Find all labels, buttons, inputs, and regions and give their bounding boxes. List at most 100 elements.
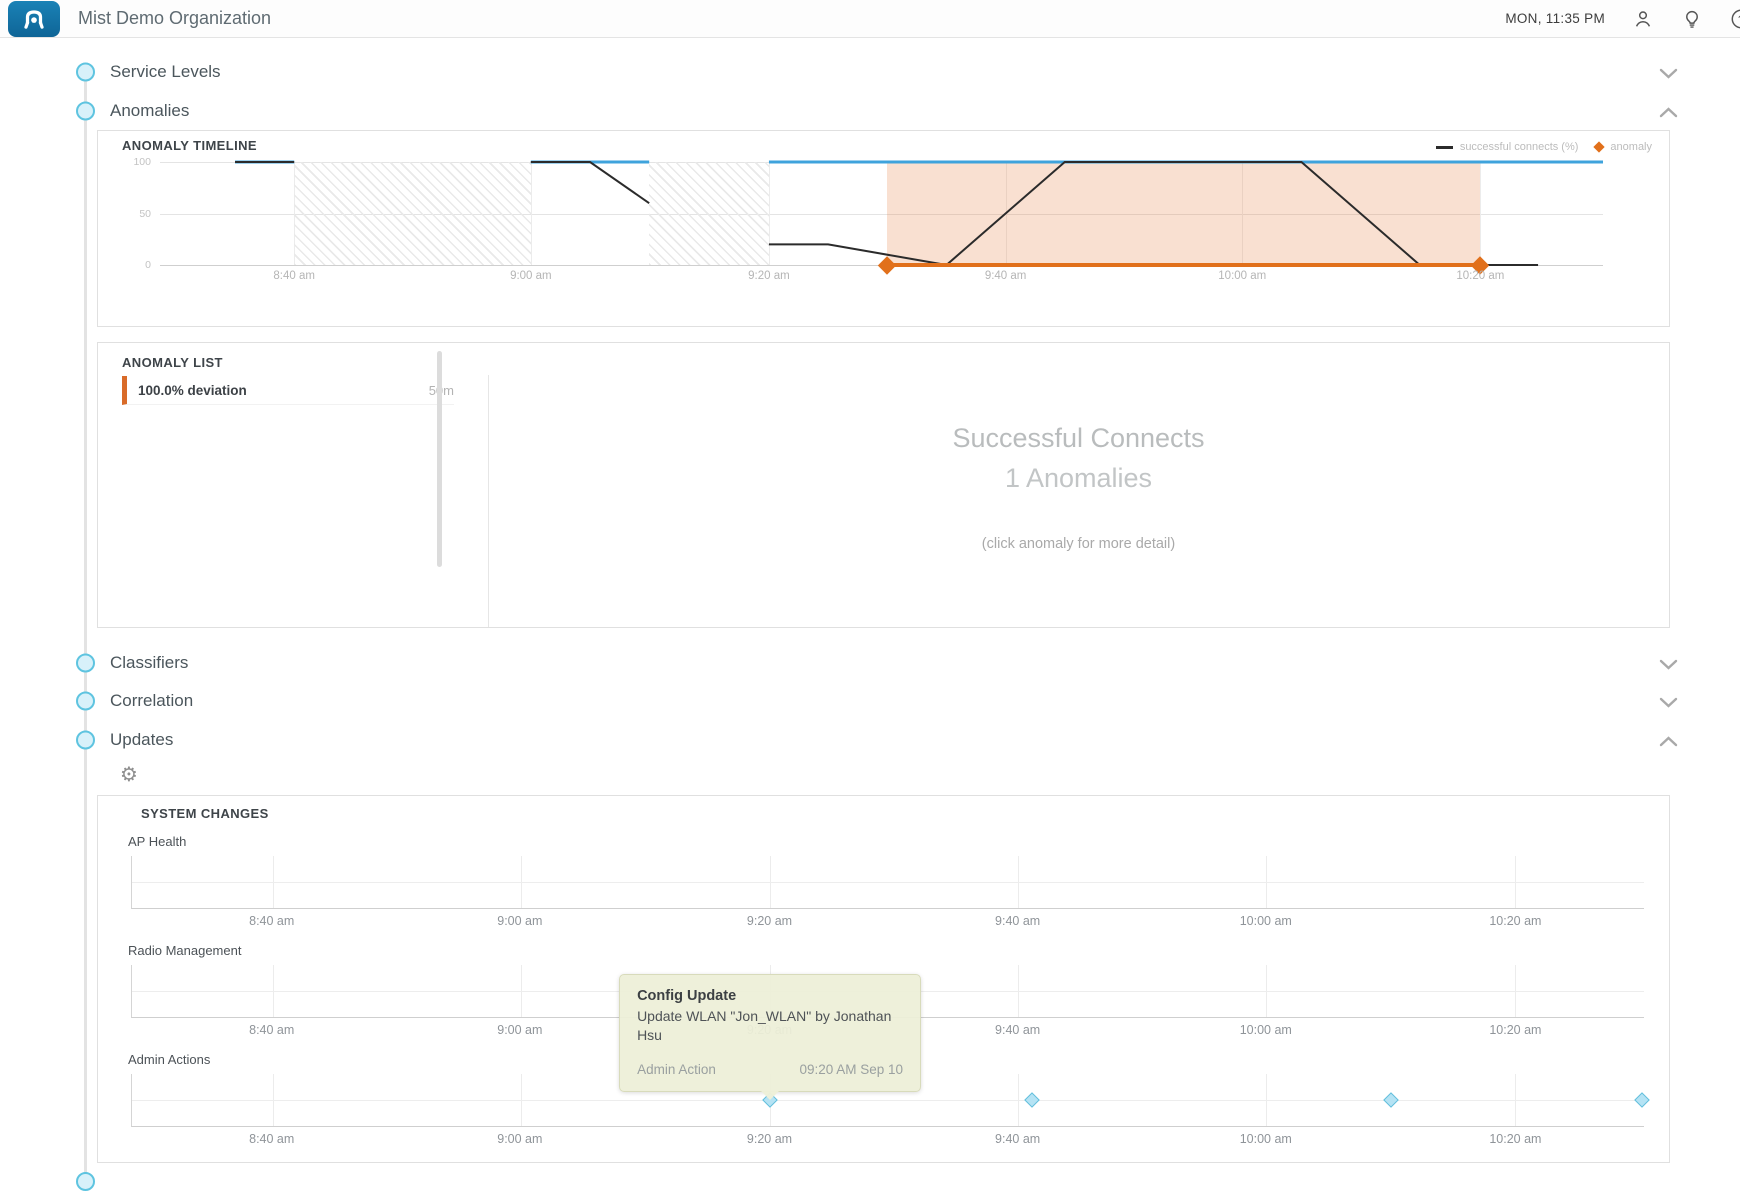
list-scrollbar[interactable] [437, 351, 442, 567]
gear-icon[interactable]: ⚙ [120, 764, 138, 786]
header-right: MON, 11:35 PM ? [1505, 8, 1740, 30]
x-tick-label: 8:40 am [249, 1132, 295, 1146]
anomaly-plot: 100 50 0 [133, 156, 1603, 275]
anomaly-diamond-icon [1593, 141, 1606, 153]
x-tick-label: 9:00 am [510, 270, 552, 282]
row-label: AP Health [128, 834, 187, 849]
legend-anomaly-label: anomaly [1610, 141, 1652, 153]
anomaly-detail-panel: Successful Connects 1 Anomalies (click a… [489, 343, 1668, 627]
chevron-up-icon[interactable] [1659, 734, 1679, 747]
tooltip-category: Admin Action [637, 1062, 716, 1077]
anomaly-list-card: ANOMALY LIST 100.0% deviation 50m Succes… [97, 342, 1670, 628]
section-label-service-levels: Service Levels [110, 62, 221, 81]
event-timeline-chart [131, 856, 1644, 909]
section-label-correlation: Correlation [110, 691, 194, 710]
app-header: Mist Demo Organization MON, 11:35 PM ? [0, 0, 1740, 38]
vertical-gridline [1018, 965, 1020, 1017]
section-label-updates: Updates [110, 730, 174, 749]
vertical-gridline [272, 1074, 274, 1126]
anomaly-timeline-card: ANOMALY TIMELINE successful connects (%)… [97, 130, 1670, 327]
x-tick-label: 9:20 am [746, 1132, 793, 1146]
chevron-down-icon[interactable] [1659, 657, 1679, 670]
x-tick-label: 8:40 am [249, 914, 295, 928]
section-marker-next[interactable] [76, 1172, 95, 1191]
x-tick-label: 10:20 am [1489, 1132, 1542, 1146]
section-marker-service-levels[interactable] [76, 62, 95, 82]
x-tick-label: 9:40 am [995, 914, 1041, 928]
vertical-gridline [768, 162, 770, 265]
vertical-gridline [520, 1074, 522, 1126]
chevron-up-icon[interactable] [1659, 105, 1679, 118]
x-tick-label: 10:00 am [1239, 1132, 1292, 1146]
idea-bulb-icon[interactable] [1681, 8, 1703, 30]
x-tick-label: 10:20 am [1489, 914, 1542, 928]
system-changes-card: SYSTEM CHANGES AP Health 8:40 am 9:00 am 9… [97, 795, 1670, 1163]
tooltip-body: Update WLAN "Jon_WLAN" by Jonathan Hsu [637, 1008, 892, 1043]
section-marker-correlation[interactable] [76, 691, 95, 711]
x-tick-label: 10:00 am [1218, 270, 1267, 282]
vertical-gridline [1515, 965, 1517, 1017]
x-tick-label: 9:40 am [995, 1132, 1041, 1146]
section-marker-classifiers[interactable] [76, 653, 95, 673]
x-tick-label: 10:00 am [1239, 1023, 1292, 1037]
chart-legend: successful connects (%) anomaly [1435, 141, 1652, 153]
y-tick-label: 0 [145, 259, 151, 271]
vertical-gridline [770, 856, 772, 908]
gridline-50 [160, 213, 1603, 215]
panel-divider [488, 375, 489, 627]
section-row-classifiers: Classifiers [0, 649, 1740, 677]
event-timeline-chart: Config Update Update WLAN "Jon_WLAN" by … [131, 974, 1651, 1127]
tooltip-timestamp: 09:20 AM Sep 10 [799, 1062, 904, 1077]
vertical-gridline [1480, 162, 1482, 265]
no-data-region [294, 162, 531, 265]
section-row-service-levels: Service Levels [0, 58, 1740, 86]
section-marker-anomalies[interactable] [76, 101, 95, 121]
detail-metric: Successful Connects [952, 423, 1205, 453]
section-row-correlation: Correlation [0, 687, 1740, 715]
y-tick-label: 100 [133, 156, 151, 168]
x-tick-label: 8:40 am [249, 1023, 295, 1037]
account-icon[interactable] [1632, 8, 1654, 30]
x-tick-label: 9:40 am [995, 1023, 1041, 1037]
x-tick-label: 9:00 am [497, 914, 543, 928]
event-timeline-x-axis: 8:40 am 9:00 am 9:20 am 9:40 am 10:00 am 10:2… [131, 1127, 1644, 1148]
event-timeline-x-axis: 8:40 am 9:00 am 9:20 am 9:40 am 10:00 am 10:2… [131, 909, 1644, 930]
no-data-region [649, 162, 769, 265]
x-tick-label: 9:00 am [497, 1132, 543, 1146]
vertical-gridline [1018, 856, 1020, 908]
vertical-gridline [1266, 1074, 1267, 1126]
tooltip-footer: Admin Action 09:20 AM Sep 10 [637, 1062, 903, 1077]
anomaly-x-axis: 8:40 am 9:00 am 9:20 am 9:40 am 10:00 am 10:2… [160, 268, 1603, 285]
x-tick-label: 10:20 am [1456, 270, 1505, 282]
vertical-gridline [530, 162, 532, 265]
vertical-gridline [1515, 1074, 1517, 1126]
vertical-gridline [1242, 162, 1244, 265]
x-tick-label: 9:20 am [746, 914, 793, 928]
vertical-gridline [1018, 1074, 1020, 1126]
system-row-ap-health: AP Health 8:40 am 9:00 am 9:20 am 9:40 am 10… [120, 834, 1644, 930]
chevron-down-icon[interactable] [1659, 66, 1679, 79]
section-marker-updates[interactable] [76, 730, 95, 750]
anomaly-list-item[interactable]: 100.0% deviation 50m [122, 376, 454, 405]
section-label-anomalies: Anomalies [110, 101, 190, 120]
section-row-anomalies: Anomalies [0, 97, 1740, 125]
vertical-gridline [1266, 856, 1267, 908]
system-event-marker[interactable] [1023, 1092, 1040, 1108]
svg-text:?: ? [1738, 13, 1740, 25]
section-row-updates: Updates [0, 726, 1740, 754]
x-tick-label: 8:40 am [273, 270, 315, 282]
x-tick-label: 9:20 am [748, 270, 790, 282]
chevron-down-icon[interactable] [1659, 695, 1679, 708]
mist-ap-logo-icon [24, 10, 44, 29]
legend-line-label: successful connects (%) [1459, 141, 1579, 153]
system-event-marker[interactable] [1634, 1092, 1651, 1108]
event-tooltip: Config Update Update WLAN "Jon_WLAN" by … [619, 974, 922, 1092]
anomaly-deviation: 100.0% deviation [138, 382, 247, 398]
timeline-rail [84, 72, 87, 1183]
help-icon[interactable]: ? [1730, 8, 1740, 30]
line-swatch-icon [1435, 145, 1453, 149]
system-event-marker[interactable] [1383, 1092, 1400, 1108]
header-clock: MON, 11:35 PM [1505, 11, 1605, 26]
mist-logo[interactable] [8, 1, 60, 37]
vertical-gridline [272, 965, 274, 1017]
